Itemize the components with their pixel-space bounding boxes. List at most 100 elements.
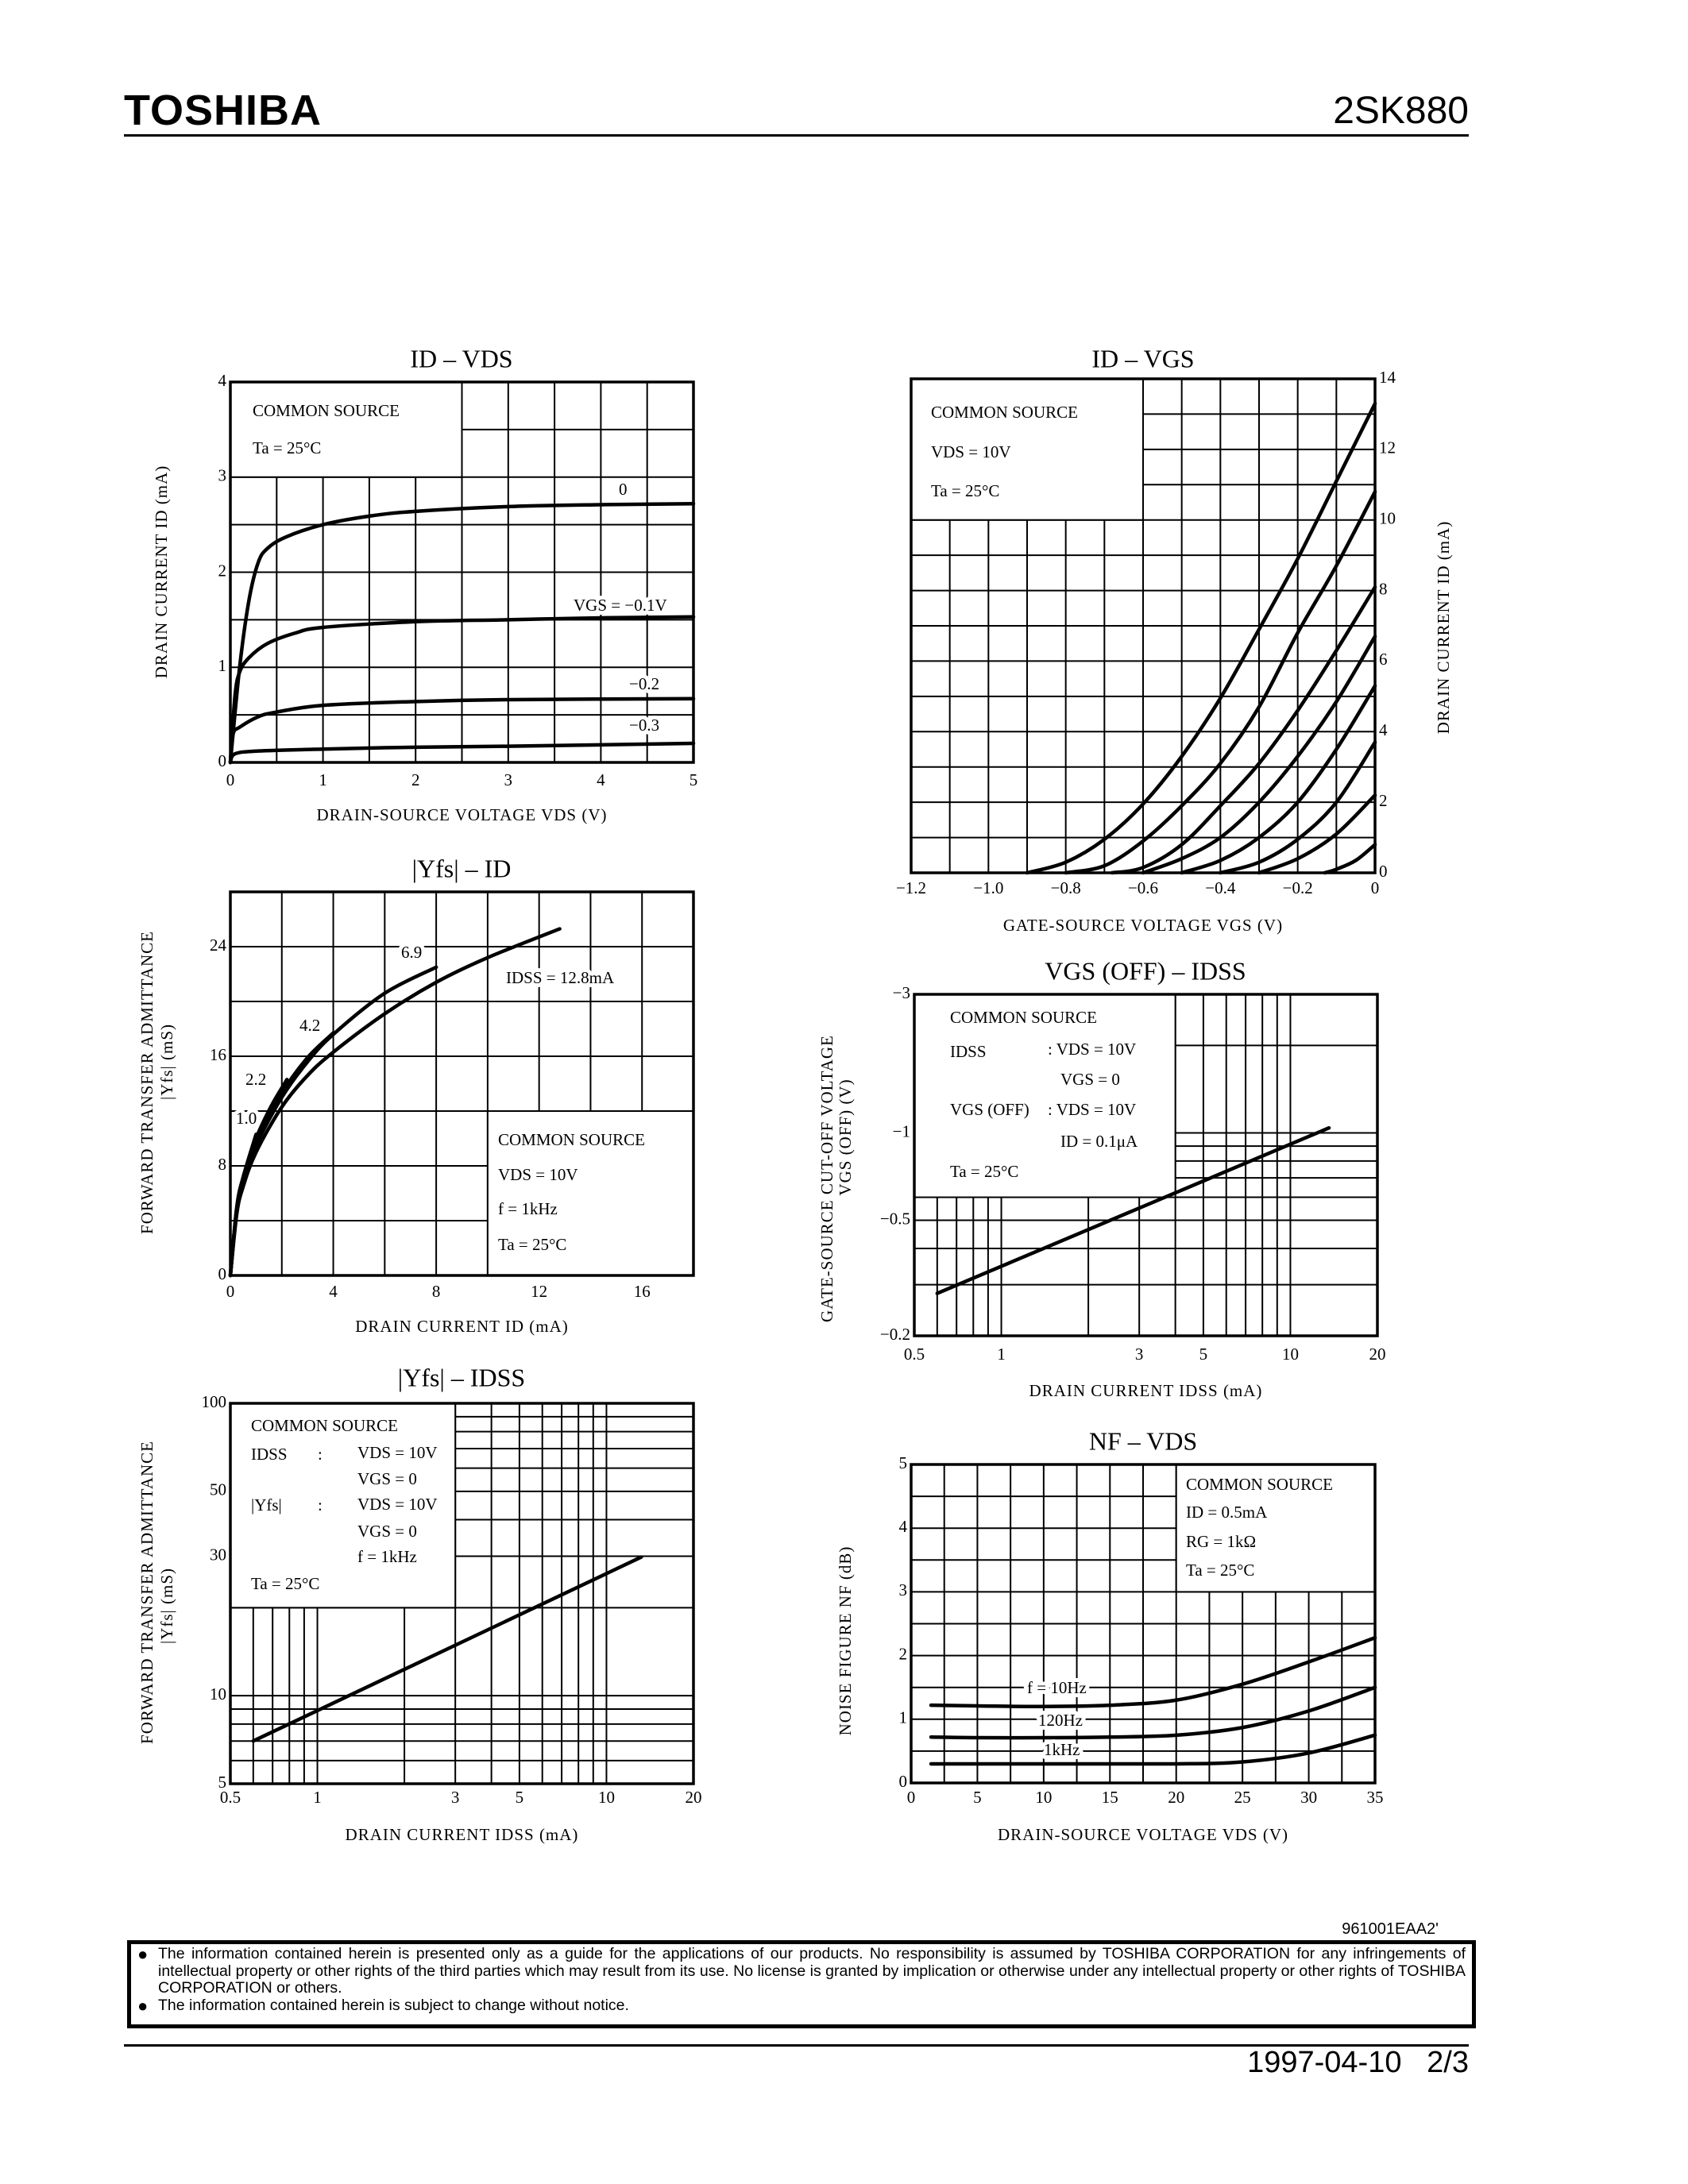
- chart-vgsoff-idss: 0.5 1 3 5 10 20 −0.2 −0.5 −1 −3 VGS (OFF) – IDSS DR…: [817, 956, 1386, 1399]
- x-axis-label: GATE-SOURCE VOLTAGE VGS (V): [1003, 916, 1283, 935]
- y-axis-label: GATE-SOURCE CUT-OFF VOLTAGE: [817, 1035, 836, 1322]
- condition-text: :: [318, 1445, 323, 1464]
- chart-title: ID – VGS: [1091, 344, 1194, 372]
- x-tick-label: −0.4: [1205, 878, 1236, 897]
- x-tick-label: 0: [226, 770, 235, 789]
- conditions-box: [230, 381, 463, 478]
- condition-text: COMMON SOURCE: [1186, 1475, 1333, 1494]
- plot-frame: [229, 1402, 695, 1785]
- plot-frame: [913, 993, 1379, 1337]
- disclaimer-text: The information contained herein is subj…: [158, 1996, 629, 2014]
- x-tick-label: 20: [1168, 1788, 1184, 1807]
- condition-text: IDSS: [251, 1445, 288, 1464]
- series-label: VGS = −0.1V: [574, 596, 667, 615]
- x-tick-label: 4: [597, 770, 605, 789]
- x-tick-label: −0.8: [1051, 878, 1081, 897]
- series-label: f = 10Hz: [1027, 1678, 1087, 1697]
- disclaimer-text: The information contained herein is pres…: [158, 1945, 1466, 1997]
- footer-date-page: 1997-04-10 2/3: [1247, 2046, 1469, 2080]
- y-tick-label: 24: [210, 936, 227, 955]
- x-tick-label: 5: [516, 1788, 524, 1807]
- chart-id-vgs: −1.2 −1.0 −0.8 −0.6 −0.4 −0.2 00 2 4 6 8 10 12 14 ID –…: [896, 344, 1453, 934]
- x-tick-label: 8: [432, 1282, 441, 1301]
- condition-text: COMMON SOURCE: [931, 403, 1078, 422]
- y-axis-label: FORWARD TRANSFER ADMITTANCE: [137, 931, 156, 1234]
- series-line: [228, 741, 696, 765]
- x-tick-label: 35: [1367, 1788, 1384, 1807]
- x-axis-label: DRAIN CURRENT ID (mA): [355, 1317, 569, 1336]
- plot-frame: [229, 890, 695, 1277]
- y-axis-label: |Yfs| (mS): [157, 1024, 176, 1100]
- x-tick-label: 0: [907, 1788, 916, 1807]
- series-label: 0: [619, 480, 628, 499]
- document-code: 961001EAA2': [1342, 1920, 1439, 1938]
- condition-text: Ta = 25°C: [931, 481, 999, 500]
- chart-title: NF – VDS: [1089, 1426, 1197, 1455]
- condition-text: Ta = 25°C: [251, 1574, 319, 1593]
- series-line: [929, 1733, 1377, 1766]
- x-tick-label: 0.5: [220, 1788, 241, 1807]
- x-tick-label: 12: [531, 1282, 547, 1301]
- footer-divider: [124, 2044, 1469, 2047]
- condition-text: VDS = 10V: [357, 1495, 438, 1514]
- series-line: [1219, 740, 1377, 875]
- series-label: −0.3: [629, 716, 659, 735]
- y-tick-label: 5: [218, 1773, 227, 1792]
- part-number: 2SK880: [1333, 90, 1469, 132]
- disclaimer-box: ● The information contained herein is pr…: [127, 1940, 1476, 2028]
- date: 1997-04-10: [1247, 2046, 1402, 2079]
- condition-text: |Yfs|: [251, 1495, 282, 1515]
- disclaimer-item: ● The information contained herein is pr…: [137, 1945, 1466, 1997]
- chart-yfs-id: 0 4 8 12 16 0 8 16 24 |Yfs| – ID DRAIN CURRENT ID …: [137, 854, 695, 1336]
- condition-text: Ta = 25°C: [950, 1162, 1018, 1181]
- x-tick-label: −0.6: [1128, 878, 1158, 897]
- series-line: [1025, 401, 1377, 875]
- conditions-box: [1175, 1464, 1376, 1593]
- y-tick-label: 6: [1379, 650, 1388, 669]
- x-tick-label: 4: [329, 1282, 338, 1301]
- condition-text: Ta = 25°C: [253, 438, 321, 457]
- series-label: 120Hz: [1038, 1711, 1083, 1730]
- chart-yfs-idss: 0.5 1 3 5 10 20 5 10 30 50 100 |Yfs| – IDSS DRAIN CU…: [137, 1363, 702, 1843]
- conditions-box: [914, 994, 1176, 1198]
- conditions-box: [910, 378, 1144, 521]
- x-tick-label: 10: [1035, 1788, 1052, 1807]
- y-tick-label: 10: [1379, 509, 1396, 528]
- y-tick-label: −3: [893, 983, 910, 1002]
- series-line: [228, 502, 696, 765]
- x-tick-label: 16: [634, 1282, 651, 1301]
- x-tick-label: 2: [411, 770, 420, 789]
- series-line: [1110, 585, 1377, 875]
- y-tick-label: 2: [899, 1644, 908, 1663]
- y-tick-label: 8: [218, 1155, 227, 1174]
- condition-text: RG = 1kΩ: [1186, 1532, 1256, 1551]
- condition-text: COMMON SOURCE: [253, 401, 400, 420]
- x-tick-label: 1: [319, 770, 327, 789]
- y-tick-label: 4: [218, 371, 227, 390]
- series-label: IDSS = 12.8mA: [506, 968, 615, 987]
- series-line: [1257, 793, 1377, 875]
- y-tick-label: 0: [218, 751, 227, 770]
- y-tick-label: 1: [218, 656, 227, 675]
- y-axis-label: DRAIN CURRENT ID (mA): [1434, 521, 1453, 735]
- y-tick-label: 0: [218, 1264, 227, 1283]
- conditions-box: [486, 1110, 695, 1276]
- condition-text: VGS = 0: [357, 1522, 417, 1541]
- disclaimer-item: ● The information contained herein is su…: [137, 1997, 1466, 2015]
- y-tick-label: −0.5: [880, 1209, 910, 1228]
- series-line: [929, 1685, 1377, 1740]
- plot-frame: [910, 1463, 1377, 1785]
- series-line: [228, 615, 696, 765]
- condition-text: :: [318, 1495, 323, 1515]
- y-axis-label: VGS (OFF) (V): [836, 1078, 855, 1195]
- x-tick-label: 5: [689, 770, 698, 789]
- y-tick-label: 12: [1379, 438, 1396, 457]
- condition-text: IDSS: [950, 1042, 987, 1061]
- x-tick-label: −1.2: [896, 878, 926, 897]
- chart-title: VGS (OFF) – IDSS: [1045, 956, 1246, 985]
- series-line: [1180, 684, 1377, 875]
- condition-text: ID = 0.1μA: [1060, 1132, 1138, 1151]
- series-label: −0.2: [629, 674, 659, 693]
- chart-title: ID – VDS: [410, 344, 512, 372]
